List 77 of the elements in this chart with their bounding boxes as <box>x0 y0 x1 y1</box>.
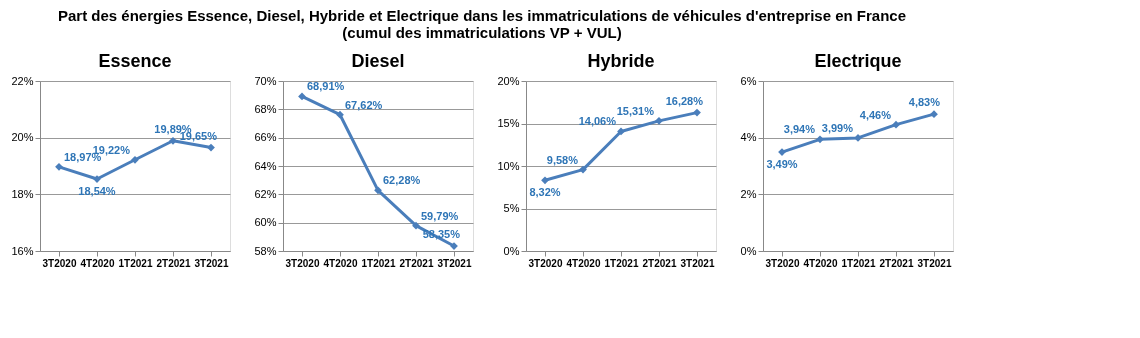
y-tick-label: 22% <box>11 74 34 87</box>
y-tick-label: 20% <box>497 74 520 87</box>
data-label: 18,54% <box>78 185 116 198</box>
data-label: 3,99% <box>821 121 854 134</box>
point <box>55 162 63 171</box>
chart-title: Diesel <box>351 51 405 71</box>
point <box>816 135 824 144</box>
text: Part des énergies Essence, Diesel, Hybride et Electrique dans les immatriculations de véhicules d'entreprise en France <box>57 6 907 24</box>
x-tick-label: 1T2021 <box>841 257 876 269</box>
x-tick-label: 4T2020 <box>323 257 358 269</box>
data-label: 62,28% <box>383 174 421 187</box>
y-tick-label: 68% <box>254 102 277 115</box>
point <box>169 136 177 145</box>
data-label: 4,83% <box>908 96 941 109</box>
y-tick-label: 66% <box>254 131 277 144</box>
x-tick-label: 1T2021 <box>361 257 396 269</box>
point <box>298 92 306 101</box>
x-tick-label: 2T2021 <box>642 257 677 269</box>
data-label: 3,94% <box>783 123 816 136</box>
x-tick-label: 4T2020 <box>803 257 838 269</box>
x-tick-label: 3T2020 <box>285 257 320 269</box>
data-label: 16,28% <box>665 94 704 107</box>
point <box>579 165 587 174</box>
point <box>617 127 625 136</box>
y-tick-label: 16% <box>11 244 34 257</box>
y-tick-label: 60% <box>254 216 277 229</box>
data-label: 59,79% <box>421 209 459 222</box>
data-label: 4,46% <box>859 108 892 121</box>
chart-title: Electrique <box>814 51 902 71</box>
x-tick-label: 2T2021 <box>399 257 434 269</box>
chart-title: Essence <box>98 51 172 71</box>
data-label: 14,06% <box>578 115 617 128</box>
point <box>131 155 139 164</box>
data-label: 3,49% <box>766 158 798 171</box>
text: (cumul des immatriculations VP + VUL) <box>342 23 622 41</box>
point <box>693 108 701 117</box>
y-tick-label: 64% <box>254 159 277 172</box>
x-tick-label: 3T2020 <box>765 257 800 269</box>
point <box>930 110 938 119</box>
x-tick-label: 2T2021 <box>156 257 191 269</box>
y-tick-label: 2% <box>740 187 757 200</box>
x-tick-label: 4T2020 <box>80 257 115 269</box>
data-label: 8,32% <box>529 186 561 199</box>
y-tick-label: 70% <box>254 74 277 87</box>
y-tick-label: 5% <box>503 202 520 214</box>
point <box>207 143 215 152</box>
x-tick-label: 3T2021 <box>680 257 715 269</box>
x-tick-label: 1T2021 <box>118 257 153 269</box>
y-tick-label: 4% <box>740 131 757 144</box>
data-label: 68,91% <box>307 80 345 93</box>
point <box>655 116 663 125</box>
x-tick-label: 3T2020 <box>528 257 563 269</box>
chart-title: Hybride <box>587 51 655 71</box>
y-tick-label: 62% <box>254 187 277 200</box>
point <box>541 176 549 185</box>
point <box>336 110 344 119</box>
y-tick-label: 58% <box>254 244 277 257</box>
data-label: 9,58% <box>546 153 579 166</box>
y-tick-label: 0% <box>740 244 757 257</box>
y-tick-label: 10% <box>497 159 520 172</box>
point <box>412 221 420 230</box>
x-tick-label: 3T2020 <box>42 257 77 269</box>
x-tick-label: 3T2021 <box>917 257 952 269</box>
x-tick-label: 3T2021 <box>437 257 472 269</box>
x-tick-label: 2T2021 <box>879 257 914 269</box>
y-tick-label: 0% <box>503 244 520 257</box>
point <box>892 120 900 129</box>
x-tick-label: 1T2021 <box>604 257 639 269</box>
x-tick-label: 3T2021 <box>194 257 229 269</box>
y-tick-label: 20% <box>11 131 34 144</box>
y-tick-label: 18% <box>11 187 34 200</box>
x-tick-label: 4T2020 <box>566 257 601 269</box>
data-label: 15,31% <box>616 104 655 117</box>
y-tick-label: 15% <box>497 117 520 129</box>
data-label: 67,62% <box>345 98 383 111</box>
point <box>374 186 382 195</box>
y-tick-label: 6% <box>740 74 757 87</box>
